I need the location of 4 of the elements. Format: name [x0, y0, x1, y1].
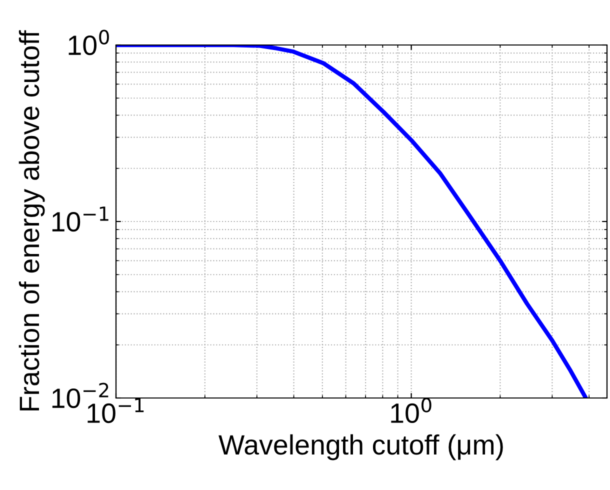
x-axis-title: Wavelength cutoff (μm)	[218, 434, 503, 460]
y-tick-label: 10$^{−1}$	[52, 206, 108, 232]
y-axis-title: Fraction of energy above cutoff	[18, 30, 45, 410]
y-tick-label: 10$^{0}$	[68, 30, 109, 56]
